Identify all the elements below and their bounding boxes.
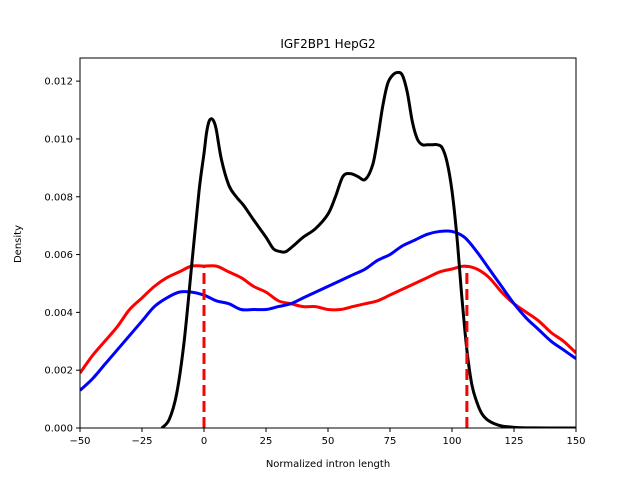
y-tick-label: 0.000 [44,424,73,435]
y-axis-label: Density [13,225,24,263]
series-line-1 [160,70,576,428]
y-tick-label: 0.008 [44,192,73,203]
x-tick-label: 0 [201,436,207,447]
x-tick-label: 75 [384,436,397,447]
series-line-3 [80,264,576,374]
y-tick-label: 0.002 [44,366,73,377]
chart-title: IGF2BP1 HepG2 [280,37,375,51]
x-axis-label: Normalized intron length [266,459,390,470]
x-tick-label: 100 [442,436,461,447]
x-tick-label: 125 [504,436,523,447]
x-tick-label: −25 [131,436,152,447]
y-tick-label: 0.006 [44,250,73,261]
y-tick-label: 0.010 [44,134,73,145]
series-line-2 [80,229,576,392]
x-tick-label: −50 [69,436,90,447]
x-tick-label: 50 [322,436,335,447]
x-tick-label: 25 [260,436,273,447]
y-tick-label: 0.012 [44,77,73,88]
y-tick-label: 0.004 [44,308,73,319]
plot-area [80,70,576,428]
x-tick-label: 150 [566,436,585,447]
